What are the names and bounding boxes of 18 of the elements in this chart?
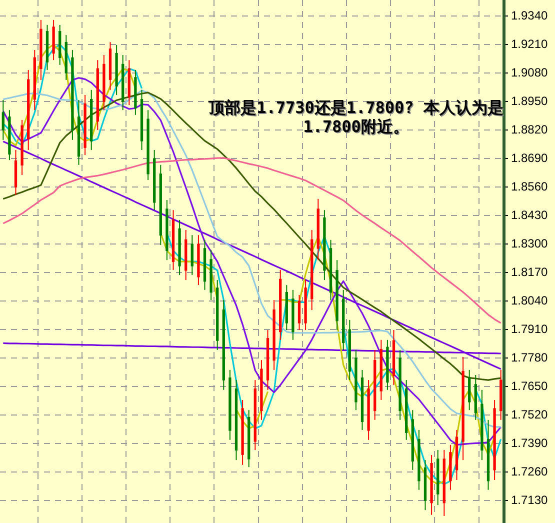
y-tick-label: 1.7390: [511, 436, 548, 450]
y-tick-label: 1.8950: [511, 94, 548, 108]
y-tick-label: 1.8040: [511, 293, 548, 308]
y-tick-label: 1.7520: [511, 407, 548, 422]
y-tick-label: 1.8170: [511, 264, 548, 279]
y-tick-label: 1.8300: [511, 236, 548, 250]
y-tick-label: 1.8430: [511, 208, 548, 222]
y-tick-label: 1.7780: [511, 350, 548, 364]
y-tick-label: 1.9210: [511, 36, 548, 51]
y-tick-label: 1.7260: [511, 464, 548, 478]
y-tick-label: 1.8690: [511, 150, 548, 165]
y-tick-label: 1.8560: [511, 179, 548, 194]
y-tick-label: 1.7910: [511, 322, 548, 336]
y-tick-label: 1.9340: [511, 8, 548, 22]
y-tick-label: 1.8820: [511, 122, 548, 136]
y-tick-label: 1.7130: [511, 492, 548, 507]
y-tick-label: 1.7650: [511, 378, 548, 393]
y-tick-label: 1.9080: [511, 65, 548, 80]
